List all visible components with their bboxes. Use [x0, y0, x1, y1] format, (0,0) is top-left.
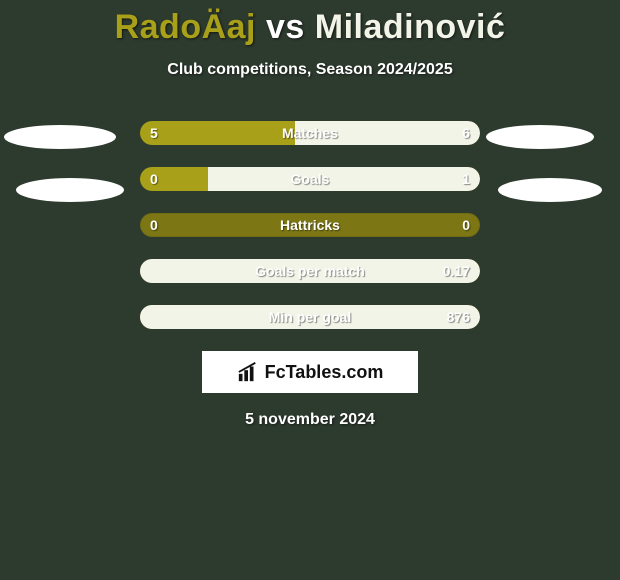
stat-right-fill — [140, 259, 480, 283]
stat-right-value: 876 — [447, 305, 470, 329]
stat-left-value: 0 — [150, 213, 158, 237]
decor-ellipse-right-bot — [498, 178, 602, 202]
generated-date: 5 november 2024 — [0, 411, 620, 429]
stat-right-value: 0 — [462, 213, 470, 237]
stat-left-value: 0 — [150, 167, 158, 191]
stat-right-fill — [140, 305, 480, 329]
stat-right-value: 6 — [462, 121, 470, 145]
stat-label: Hattricks — [140, 213, 480, 237]
brand-badge: FcTables.com — [202, 351, 418, 393]
player1-name: RadoÄaj — [115, 8, 256, 46]
stat-right-fill — [208, 167, 480, 191]
stat-left-value: 5 — [150, 121, 158, 145]
stat-row: 0.17Goals per match — [140, 259, 480, 283]
stat-row: 0 0Hattricks — [140, 213, 480, 237]
player2-name: Miladinović — [315, 8, 506, 46]
brand-text: FcTables.com — [265, 362, 384, 383]
stat-right-value: 1 — [462, 167, 470, 191]
bars-icon — [237, 361, 259, 383]
stat-row: 01Goals — [140, 167, 480, 191]
decor-ellipse-left-top — [4, 125, 116, 149]
vs-separator: vs — [266, 8, 305, 46]
stat-left-fill — [140, 121, 295, 145]
stat-row: 56Matches — [140, 121, 480, 145]
comparison-title: RadoÄaj vs Miladinović — [0, 0, 620, 47]
stat-row: 876Min per goal — [140, 305, 480, 329]
stat-right-fill — [295, 121, 480, 145]
decor-ellipse-right-top — [486, 125, 594, 149]
stats-container: 56Matches01Goals00Hattricks0.17Goals per… — [140, 121, 480, 329]
decor-ellipse-left-bot — [16, 178, 124, 202]
stat-right-value: 0.17 — [443, 259, 470, 283]
subtitle: Club competitions, Season 2024/2025 — [0, 61, 620, 79]
